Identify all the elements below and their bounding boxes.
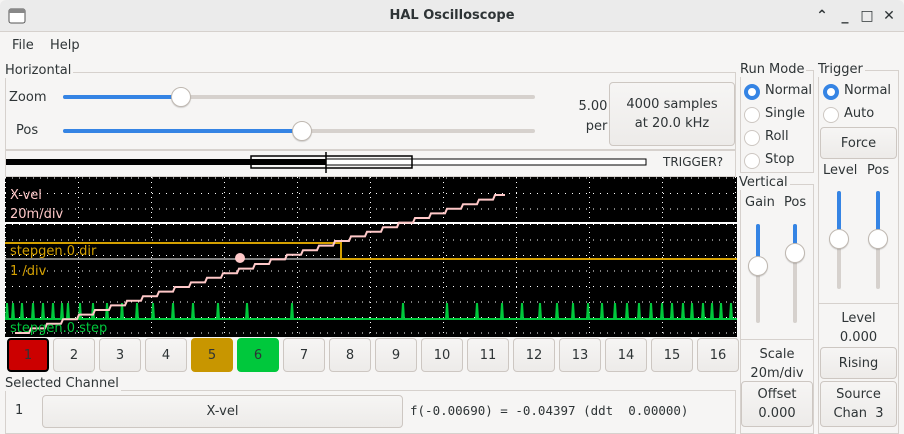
gain-slider-thumb[interactable] (748, 256, 768, 276)
trace-stepgen-step (5, 302, 737, 320)
trigger-pos-slider[interactable] (868, 191, 888, 289)
run-mode-radio-roll[interactable] (744, 130, 760, 146)
record-bar[interactable]: TRIGGER? (5, 150, 736, 177)
trigger-level-thumb[interactable] (829, 229, 849, 249)
force-button[interactable]: Force (820, 127, 897, 159)
run-mode-label-stop[interactable]: Stop (765, 152, 795, 167)
horizontal-label: Horizontal (5, 63, 74, 78)
offset-button[interactable]: Offset 0.000 (741, 381, 813, 427)
edge-button[interactable]: Rising (820, 347, 897, 379)
samples-line2: at 20.0 kHz (634, 116, 710, 131)
channel-readout: f(-0.00690) = -0.04397 (ddt 0.00000) (410, 403, 689, 418)
selected-channel-label: Selected Channel (5, 376, 121, 391)
scale-value: 20m/div (750, 366, 804, 381)
channel-button-16[interactable]: 16 (697, 338, 739, 372)
source-value: Chan 3 (833, 406, 884, 421)
zoom-slider-thumb[interactable] (171, 87, 191, 107)
channel-button-12[interactable]: 12 (513, 338, 555, 372)
run-mode-radio-normal[interactable] (744, 84, 760, 100)
channel-button-4[interactable]: 4 (145, 338, 187, 372)
run-mode-label-single[interactable]: Single (765, 106, 805, 121)
trigger-point-marker (235, 253, 245, 263)
channel-button-11[interactable]: 11 (467, 338, 509, 372)
zoom-label: Zoom (9, 90, 47, 105)
selected-channel-number: 1 (15, 403, 24, 418)
channel-button-15[interactable]: 15 (651, 338, 693, 372)
source-button[interactable]: Source Chan 3 (820, 381, 897, 427)
gain-slider[interactable] (748, 224, 768, 323)
run-mode-label: Run Mode (740, 62, 807, 77)
level-value: 0.000 (839, 330, 878, 345)
trigger-level-display: Level 0.000 (818, 309, 899, 347)
trace-xvel-name: X-vel (10, 188, 42, 203)
source-label: Source (836, 387, 881, 402)
trigger-label: Trigger (818, 62, 865, 77)
minimize-button[interactable]: _ (841, 8, 849, 24)
scale-display: Scale 20m/div (740, 345, 814, 383)
vertical-label: Vertical (739, 175, 790, 190)
offset-value: 0.000 (758, 406, 796, 421)
trace-dir-name: stepgen.0.dir (10, 244, 97, 259)
trace-dir-scale: 1 /div (10, 264, 47, 279)
trigger-group (818, 70, 899, 434)
trace-stepgen-dir (5, 242, 737, 260)
offset-label: Offset (757, 387, 797, 402)
run-mode-label-normal[interactable]: Normal (765, 83, 813, 98)
menu-file[interactable]: File (12, 38, 34, 53)
scope-display[interactable] (5, 177, 737, 337)
samples-line1: 4000 samples (626, 97, 718, 112)
pos-label: Pos (16, 123, 39, 138)
trigger-mode-label-normal[interactable]: Normal (844, 83, 892, 98)
samples-button[interactable]: 4000 samples at 20.0 kHz (609, 82, 735, 146)
channel-button-7[interactable]: 7 (283, 338, 325, 372)
zoom-slider[interactable] (63, 87, 535, 107)
channel-button-9[interactable]: 9 (375, 338, 417, 372)
trace-xvel-scale: 20m/div (10, 207, 64, 222)
close-button[interactable]: ✕ (883, 8, 895, 24)
shade-button[interactable]: ⌃ (816, 8, 828, 24)
level-title: Level (841, 311, 876, 326)
trace-xvel (15, 194, 505, 334)
trigger-status: TRIGGER? (663, 155, 724, 169)
record-buffer (325, 158, 647, 166)
horizontal-group (5, 72, 736, 150)
channel-button-1[interactable]: 1 (7, 338, 49, 372)
title-bar: HAL Oscilloscope ⌃ _ □ ✕ (0, 0, 904, 32)
trigger-pos-thumb[interactable] (868, 229, 888, 249)
run-mode-label-roll[interactable]: Roll (765, 129, 789, 144)
pos-slider[interactable] (63, 121, 535, 141)
run-mode-radio-single[interactable] (744, 107, 760, 123)
gain-label: Gain (745, 195, 775, 210)
trigger-mode-radio-auto[interactable] (823, 107, 839, 123)
channel-button-6[interactable]: 6 (237, 338, 279, 372)
menu-help[interactable]: Help (50, 38, 80, 53)
channel-button-8[interactable]: 8 (329, 338, 371, 372)
trace-step-name: stepgen.0.step (10, 321, 108, 336)
run-mode-radio-stop[interactable] (744, 153, 760, 169)
trigger-mode-radio-normal[interactable] (823, 84, 839, 100)
vertical-pos-label: Pos (784, 195, 807, 210)
channel-name-button[interactable]: X-vel (42, 395, 403, 428)
channel-button-14[interactable]: 14 (605, 338, 647, 372)
maximize-button[interactable]: □ (860, 8, 874, 24)
window-title: HAL Oscilloscope (389, 8, 515, 23)
app-icon (8, 8, 26, 24)
channel-button-10[interactable]: 10 (421, 338, 463, 372)
channel-button-5[interactable]: 5 (191, 338, 233, 372)
trigger-mode-label-auto[interactable]: Auto (844, 106, 875, 121)
scale-label: Scale (759, 347, 795, 362)
record-view-window (250, 155, 413, 169)
trigger-level-label: Level (823, 163, 858, 178)
vertical-pos-slider-thumb[interactable] (785, 243, 805, 263)
channel-button-2[interactable]: 2 (53, 338, 95, 372)
vertical-pos-slider[interactable] (785, 224, 805, 323)
channel-button-13[interactable]: 13 (559, 338, 601, 372)
record-filled (6, 159, 326, 165)
trigger-pos-label: Pos (867, 163, 890, 178)
trigger-level-slider[interactable] (829, 191, 849, 289)
channel-button-3[interactable]: 3 (99, 338, 141, 372)
pos-slider-thumb[interactable] (292, 121, 312, 141)
